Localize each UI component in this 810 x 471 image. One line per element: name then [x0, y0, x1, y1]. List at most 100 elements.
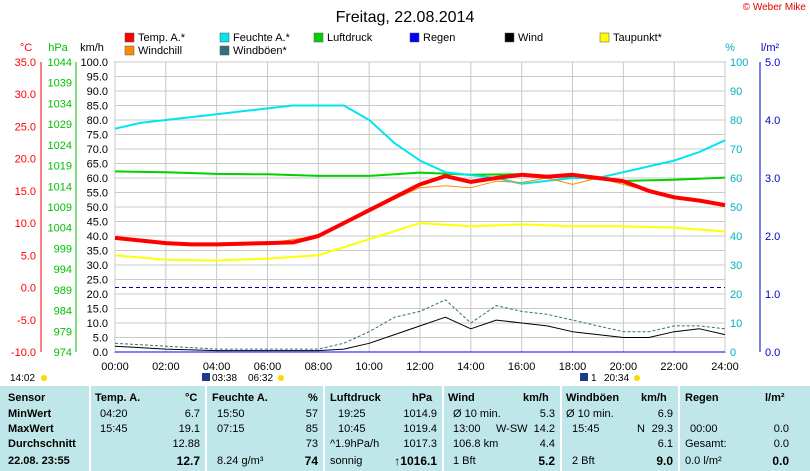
min-press-time: 19:25 [338, 408, 366, 420]
rain-tick-label: 1.0 [765, 289, 780, 301]
pressure-tick-label: 994 [54, 264, 72, 276]
statistics-table: Sensor Temp. A. °C Feuchte A. % Luftdruc… [0, 386, 810, 471]
sunset-icon [580, 373, 588, 381]
wind-tick-label: 90.0 [87, 86, 108, 98]
pressure-tick-label: 1019 [48, 161, 72, 173]
legend-swatch [124, 32, 135, 43]
legend-swatch [504, 32, 515, 43]
time-marker-left: 14:02 [10, 373, 35, 384]
max-press-time: 10:45 [338, 423, 366, 435]
avg-wind: 4.4 [539, 438, 555, 450]
now-hum-abs: 8.24 g/m³ [217, 455, 264, 467]
x-tick-label: 24:00 [711, 361, 739, 373]
pressure-tick-label: 1044 [48, 57, 72, 69]
row-min-label: MinWert [8, 408, 52, 420]
col-press-header: Luftdruck [330, 392, 381, 404]
min-press: 1014.9 [403, 408, 437, 420]
rain-tick-label: 2.0 [765, 231, 780, 243]
legend-item-6: Windchill [138, 45, 182, 57]
now-wind: 5.2 [538, 454, 555, 468]
pressure-tick-label: 999 [54, 243, 72, 255]
legend-swatch [219, 32, 230, 43]
x-tick-label: 08:00 [305, 361, 333, 373]
humidity-tick-label: 80 [730, 115, 742, 127]
legend-item-2: Luftdruck [327, 32, 373, 44]
legend-item-3: Regen [423, 32, 455, 44]
col-gust-header: Windböen [566, 392, 620, 404]
temp-tick-label: 15.0 [15, 186, 36, 198]
now-weather: sonnig [330, 455, 363, 467]
rain-tick-label: 3.0 [765, 173, 780, 185]
wind-tick-label: 40.0 [87, 231, 108, 243]
x-tick-label: 14:00 [457, 361, 485, 373]
now-wind-bft: 1 Bft [453, 455, 476, 467]
temp-tick-label: 5.0 [21, 250, 36, 262]
humidity-tick-label: 70 [730, 144, 742, 156]
col-rain-unit: l/m² [765, 392, 785, 404]
pressure-tick-label: 1009 [48, 202, 72, 214]
x-tick-label: 12:00 [406, 361, 434, 373]
legend-item-0: Temp. A.* [138, 32, 186, 44]
legend-swatch [409, 32, 420, 43]
col-hum-unit: % [308, 392, 318, 404]
legend-item-5: Taupunkt* [613, 32, 663, 44]
min-gust-desc: Ø 10 min. [566, 408, 614, 420]
legend-item-7: Windböen* [233, 45, 288, 57]
avg-rain: 0.0 [773, 438, 789, 450]
wind-tick-label: 75.0 [87, 130, 108, 142]
pressure-tick-label: 1039 [48, 78, 72, 90]
max-rain: 0.0 [773, 423, 789, 435]
axis-humidity-unit: % [725, 42, 735, 54]
weather-chart: Freitag, 22.08.2014 Temp. A.* Feuchte A.* L… [10, 9, 780, 384]
sunset-time: 20:34 [604, 373, 629, 384]
wind-tick-label: 5.0 [93, 333, 108, 345]
now-rain-desc: 0.0 l/m² [685, 455, 722, 467]
avg-hum: 73 [305, 438, 318, 450]
avg-temp: 12.88 [172, 438, 200, 450]
pressure-tick-label: 1014 [48, 181, 72, 193]
humidity-tick-label: 90 [730, 86, 742, 98]
max-hum: 85 [305, 423, 318, 435]
wind-tick-label: 50.0 [87, 202, 108, 214]
series-feuchte-a [114, 104, 726, 185]
sun-marker-icon [41, 375, 47, 381]
temp-tick-label: 0.0 [21, 283, 36, 295]
wind-tick-label: 100.0 [80, 57, 108, 69]
wind-tick-label: 15.0 [87, 304, 108, 316]
min-wind-desc: Ø 10 min. [453, 408, 501, 420]
pressure-tick-label: 1024 [48, 140, 72, 152]
x-tick-label: 18:00 [559, 361, 587, 373]
wind-tick-label: 35.0 [87, 246, 108, 258]
x-tick-label: 00:00 [101, 361, 129, 373]
sunrise-time: 03:38 [212, 373, 237, 384]
rain-tick-label: 0.0 [765, 347, 780, 359]
now-press: ↑1016.1 [394, 454, 437, 468]
series-wind [114, 316, 726, 352]
wind-tick-label: 20.0 [87, 289, 108, 301]
humidity-tick-label: 60 [730, 173, 742, 185]
rain-tick-label: 5.0 [765, 57, 780, 69]
temp-tick-label: 30.0 [15, 89, 36, 101]
wind-tick-label: 85.0 [87, 101, 108, 113]
col-wind-unit: km/h [523, 392, 549, 404]
max-rain-time: 00:00 [690, 423, 718, 435]
x-tick-label: 10:00 [355, 361, 383, 373]
now-rain: 0.0 [772, 454, 789, 468]
col-gust-unit: km/h [641, 392, 667, 404]
now-hum: 74 [304, 454, 318, 468]
max-hum-time: 07:15 [217, 423, 245, 435]
max-wind-time: 13:00 [453, 423, 481, 435]
min-gust: 6.9 [657, 408, 673, 420]
max-gust-dir: N [637, 423, 645, 435]
max-gust: 29.3 [651, 423, 673, 435]
temp-tick-label: 35.0 [15, 57, 36, 69]
humidity-tick-label: 20 [730, 289, 742, 301]
avg-gust: 6.1 [657, 438, 673, 450]
pressure-tick-label: 1034 [48, 98, 72, 110]
row-now-label: 22.08. 23:55 [8, 455, 70, 467]
sunset-marker: 1 [591, 373, 597, 384]
x-tick-label: 04:00 [203, 361, 231, 373]
copyright-label: © Weber Mike [742, 2, 806, 13]
pressure-tick-label: 1004 [48, 223, 72, 235]
axis-temp-unit: °C [20, 42, 32, 54]
